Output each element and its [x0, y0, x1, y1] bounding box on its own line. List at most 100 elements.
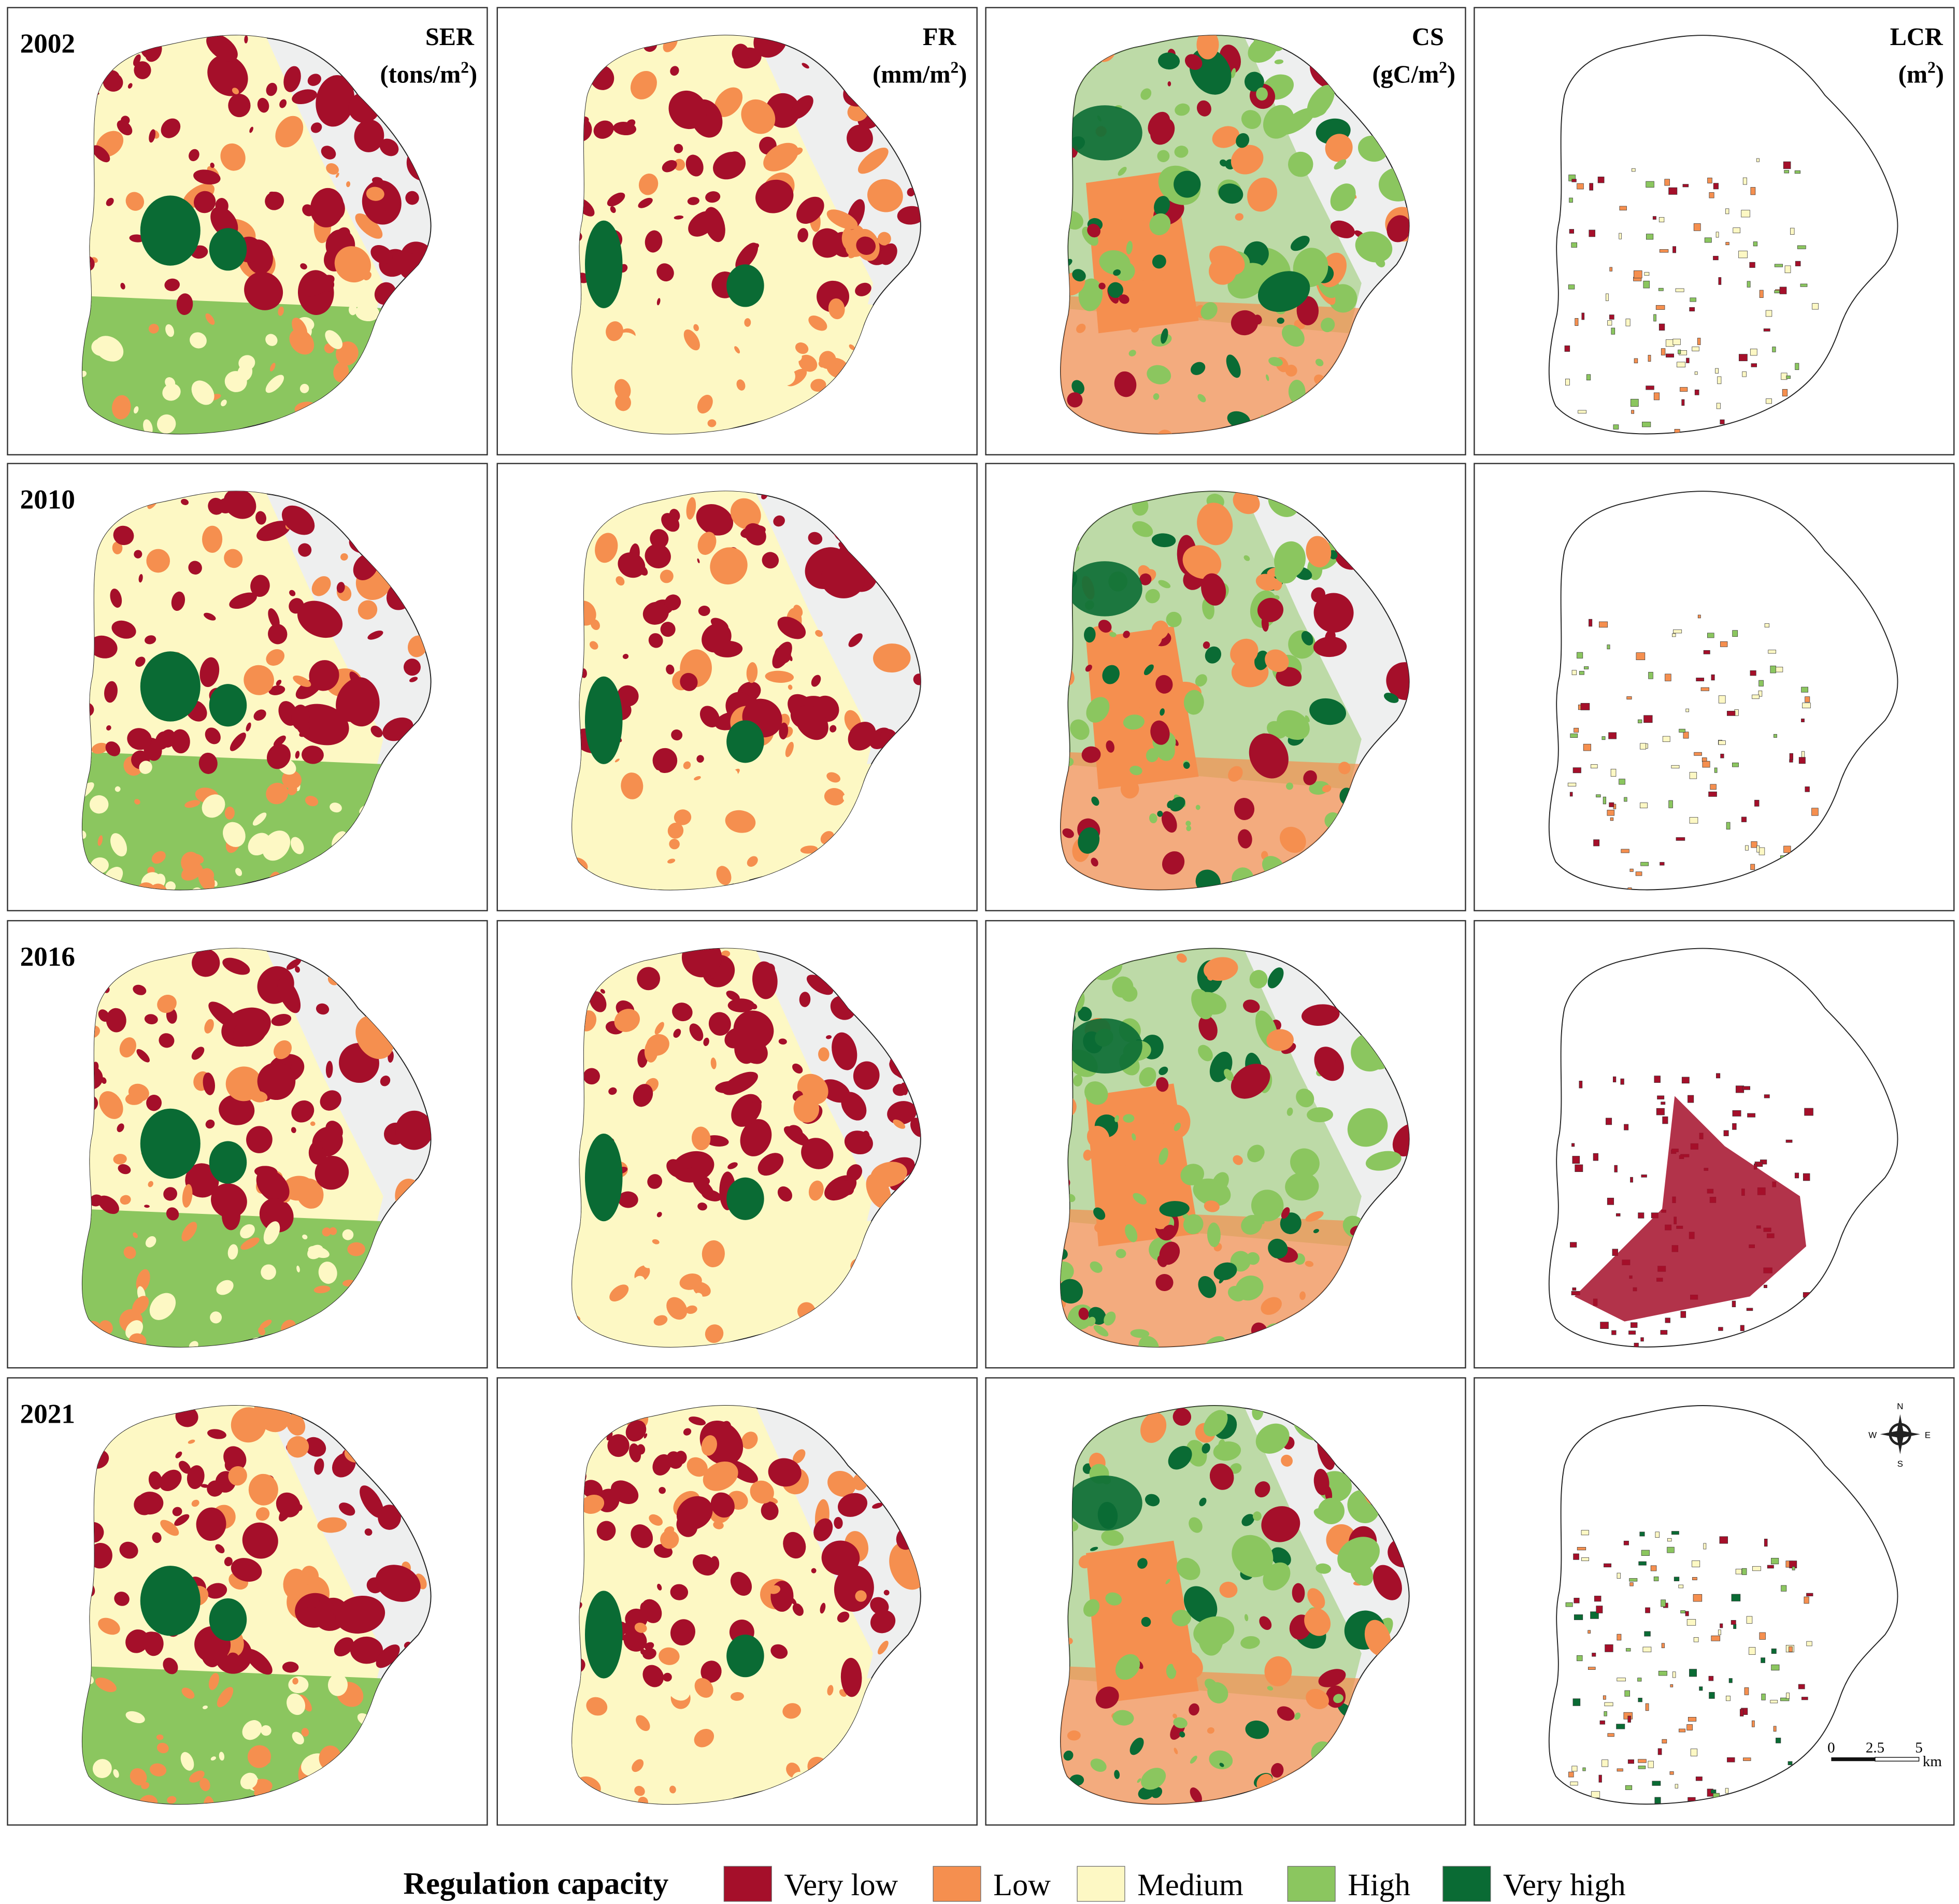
- patch: [1099, 217, 1129, 241]
- forest: [209, 684, 247, 727]
- patch: [1732, 1123, 1737, 1130]
- patch: [246, 1126, 273, 1153]
- patch: [316, 75, 355, 127]
- patch: [1266, 374, 1269, 381]
- patch: [1264, 1656, 1292, 1686]
- patch: [229, 592, 257, 609]
- patch: [164, 278, 180, 291]
- patch: [1231, 68, 1236, 78]
- forest: [140, 1566, 201, 1636]
- patch: [1665, 353, 1674, 357]
- patch: [255, 1507, 270, 1521]
- patch: [112, 541, 123, 554]
- patch: [146, 549, 170, 573]
- patch: [702, 774, 711, 779]
- patch: [1599, 1720, 1605, 1725]
- patch: [179, 1461, 191, 1474]
- patch: [1286, 782, 1293, 790]
- patch: [1315, 359, 1324, 366]
- patch: [1752, 694, 1760, 699]
- patch: [1678, 349, 1681, 354]
- patch: [655, 882, 671, 890]
- patch: [1183, 1586, 1218, 1623]
- patch: [1226, 354, 1241, 378]
- patch: [1268, 357, 1283, 367]
- patch: [1150, 720, 1170, 745]
- patch: [652, 748, 678, 773]
- patch: [1708, 791, 1717, 797]
- patch: [674, 1778, 694, 1794]
- patch: [1733, 227, 1740, 234]
- patch: [1703, 650, 1710, 654]
- patch: [1611, 1330, 1617, 1335]
- patch: [1662, 1739, 1667, 1744]
- patch: [1604, 1711, 1607, 1716]
- patch: [1733, 1624, 1737, 1629]
- patch: [1285, 1172, 1319, 1201]
- patch: [92, 1759, 112, 1778]
- patch: [1798, 1684, 1805, 1690]
- patch: [700, 303, 716, 319]
- patch: [1146, 748, 1159, 763]
- patch: [1644, 1631, 1651, 1637]
- patch: [180, 1752, 194, 1771]
- zone: [572, 295, 874, 434]
- patch: [1201, 573, 1226, 606]
- patch: [1608, 732, 1617, 739]
- patch: [1605, 1644, 1613, 1652]
- patch: [1186, 1440, 1207, 1467]
- patch: [1355, 231, 1393, 263]
- patch: [1183, 690, 1204, 715]
- patch: [1143, 664, 1154, 676]
- patch: [1641, 1550, 1650, 1556]
- patch: [1114, 1770, 1120, 1779]
- patch: [1232, 1535, 1274, 1578]
- patch: [1145, 589, 1160, 604]
- patch: [148, 1181, 153, 1187]
- patch: [1643, 715, 1653, 723]
- patch: [1182, 1213, 1189, 1219]
- patch: [273, 735, 286, 747]
- patch: [1764, 1284, 1767, 1289]
- year-label: 2010: [20, 484, 75, 515]
- patch: [1695, 1777, 1703, 1781]
- patch: [302, 746, 324, 764]
- patch: [95, 1677, 117, 1693]
- patch: [1623, 1540, 1629, 1545]
- patch: [600, 989, 606, 994]
- patch: [1240, 1636, 1260, 1649]
- patch: [358, 600, 378, 620]
- patch: [1725, 242, 1729, 246]
- patch: [634, 1786, 645, 1796]
- patch: [283, 66, 301, 92]
- unit-part: ): [469, 61, 477, 89]
- patch: [1570, 733, 1578, 738]
- patch: [1176, 953, 1187, 963]
- patch: [1173, 1717, 1188, 1728]
- patch: [1198, 1015, 1218, 1041]
- patch: [676, 1514, 698, 1537]
- land-cover: [1565, 1530, 1813, 1805]
- patch: [645, 543, 671, 569]
- patch: [599, 409, 613, 423]
- patch: [783, 1531, 806, 1559]
- patch: [693, 1177, 714, 1199]
- patch: [1726, 822, 1731, 830]
- patch: [1078, 278, 1103, 311]
- patch: [1153, 393, 1160, 400]
- patch: [1742, 1086, 1750, 1090]
- unit-part: 2: [1927, 58, 1936, 76]
- patch: [1725, 208, 1729, 214]
- scale-tick: 0: [1827, 1739, 1835, 1756]
- patch: [1581, 312, 1585, 320]
- patch: [688, 211, 717, 237]
- patch: [1680, 387, 1688, 392]
- patch: [204, 1019, 214, 1034]
- patch: [1628, 1330, 1636, 1335]
- patch: [1060, 1261, 1074, 1282]
- patch: [675, 302, 695, 323]
- patch: [1805, 696, 1810, 703]
- patch: [1744, 1687, 1749, 1695]
- patch: [255, 511, 266, 525]
- patch: [1132, 1133, 1136, 1141]
